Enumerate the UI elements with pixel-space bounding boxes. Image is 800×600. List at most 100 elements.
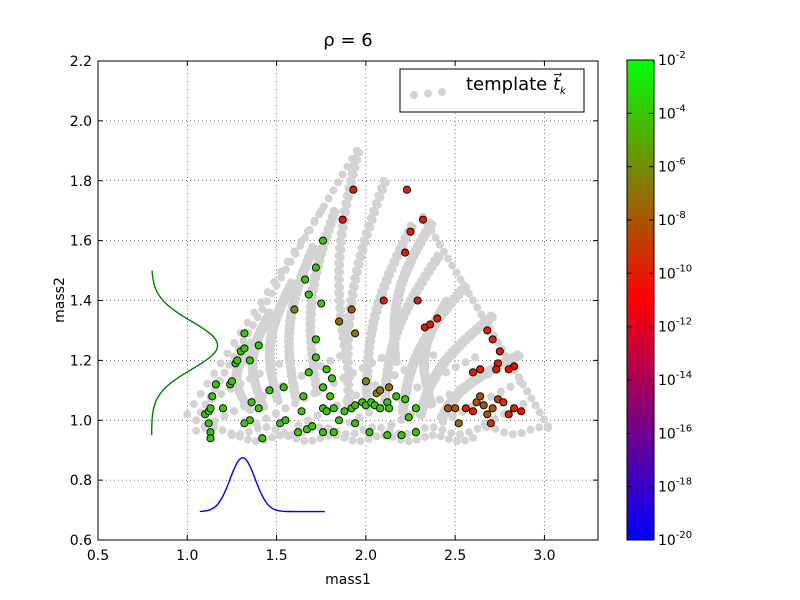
template-point [428,431,437,440]
measured-point [510,404,519,413]
template-point [473,303,482,312]
measured-point [351,401,360,410]
measured-point [326,392,335,401]
measured-point [329,404,338,413]
legend-marker [410,91,418,99]
measured-point [376,404,385,413]
legend-marker [424,89,432,98]
template-point [339,374,348,383]
measured-point [297,407,306,416]
measured-point [301,275,310,284]
measured-point [258,434,267,443]
measured-point [401,395,410,404]
template-point [377,353,386,362]
template-point [359,426,368,435]
measured-point [411,404,420,413]
template-point [259,392,267,401]
y-tick-label: 2.0 [70,114,92,130]
template-point [531,401,540,410]
measured-point [418,215,428,224]
template-point [300,436,309,445]
template-point [329,186,338,195]
template-point [452,437,461,446]
x-tick-label: 1.5 [265,548,287,564]
measured-point [413,296,422,305]
template-point [535,408,544,417]
template-point [244,435,252,444]
measured-point [227,377,236,386]
template-point [359,245,368,254]
x-tick-label: 2.0 [355,548,377,564]
template-point [464,428,473,437]
template-point [461,358,470,367]
measured-point [461,404,470,413]
template-point [355,413,364,422]
template-point [451,363,460,372]
measured-point [247,398,256,407]
template-point [438,425,447,434]
template-point [350,429,359,438]
measured-point [486,419,495,428]
template-point [469,296,477,305]
measured-point [492,365,501,374]
template-point [506,382,515,391]
measured-point [392,392,401,401]
measured-point [240,329,249,338]
template-point [235,432,244,441]
colorbar-tick-label: 10-20 [658,530,692,549]
measured-point [404,413,413,422]
colorbar-tick-label: 10-2 [658,50,686,69]
template-point [477,310,486,319]
y-tick-label: 0.6 [70,533,92,549]
measured-point [451,404,460,413]
x-tick-label: 1.0 [176,548,198,564]
template-point [294,421,303,430]
template-point [444,435,453,444]
measured-point [240,419,249,428]
template-point [262,423,271,432]
measured-point [411,428,420,437]
template-point [192,416,201,425]
template-point [334,178,343,187]
template-point [544,422,552,431]
template-point [365,408,374,417]
template-point [379,186,388,195]
y-axis-label: mass2 [52,277,68,323]
mass2-projection-curve [150,270,219,436]
template-point [519,399,528,408]
template-point [361,386,370,395]
measured-point [499,398,508,407]
measured-point [476,365,485,374]
template-point [455,385,464,394]
template-point [474,375,483,384]
x-tick-label: 2.5 [444,548,466,564]
template-point [442,368,451,377]
template-point [439,417,447,426]
template-point [356,437,365,446]
template-point [252,419,261,428]
template-point [297,371,306,380]
template-point [355,260,364,269]
template-point [217,389,226,398]
template-point [284,431,293,440]
template-point [487,392,496,401]
template-point [496,387,505,396]
template-point [304,416,312,425]
template-point [344,193,353,202]
measured-point [385,404,394,413]
x-tick-label: 3.0 [533,548,555,564]
template-point [230,407,239,416]
template-point [189,400,198,409]
measured-point [454,419,463,428]
template-point [372,432,381,441]
measured-point [240,344,249,353]
y-tick-label: 1.2 [70,353,92,369]
template-point [284,354,293,363]
template-point [419,356,428,365]
measured-point [335,416,344,425]
template-point [456,275,465,284]
template-point [368,359,377,368]
template-point [256,298,265,307]
template-point [290,247,299,256]
template-point [349,369,357,378]
